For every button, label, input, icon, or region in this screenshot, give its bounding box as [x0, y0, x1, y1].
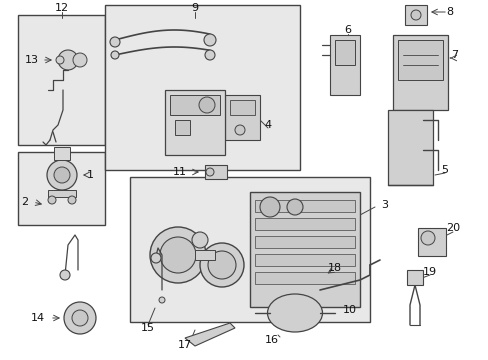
Bar	[334, 40, 354, 65]
Bar	[175, 120, 190, 135]
Polygon shape	[105, 5, 299, 170]
Bar	[48, 190, 76, 197]
Circle shape	[151, 253, 161, 263]
Bar	[54, 147, 70, 160]
Circle shape	[47, 160, 77, 190]
Bar	[404, 5, 426, 25]
Circle shape	[56, 56, 64, 64]
Text: 18: 18	[327, 263, 342, 273]
Bar	[170, 95, 220, 115]
Bar	[195, 250, 215, 260]
Bar	[254, 254, 354, 266]
Bar	[204, 165, 226, 179]
Text: 19: 19	[422, 267, 436, 277]
Bar	[18, 152, 105, 225]
Text: 7: 7	[450, 50, 458, 60]
Bar	[224, 95, 260, 140]
Bar	[387, 110, 432, 185]
Circle shape	[111, 51, 119, 59]
Text: 2: 2	[21, 197, 28, 207]
Circle shape	[199, 97, 215, 113]
Circle shape	[159, 297, 164, 303]
Bar	[164, 90, 224, 155]
Bar	[254, 272, 354, 284]
Polygon shape	[184, 323, 235, 346]
Ellipse shape	[267, 294, 322, 332]
Circle shape	[420, 231, 434, 245]
Bar	[406, 270, 422, 285]
Circle shape	[73, 53, 87, 67]
Text: 6: 6	[344, 25, 351, 35]
Text: 8: 8	[446, 7, 453, 17]
Circle shape	[260, 197, 280, 217]
Text: 14: 14	[31, 313, 45, 323]
Text: 17: 17	[178, 340, 192, 350]
Bar	[329, 35, 359, 95]
Circle shape	[192, 232, 207, 248]
Circle shape	[204, 50, 215, 60]
Circle shape	[54, 167, 70, 183]
Bar	[254, 200, 354, 212]
Circle shape	[410, 10, 420, 20]
Text: 4: 4	[264, 120, 271, 130]
Circle shape	[60, 270, 70, 280]
Bar	[18, 15, 105, 145]
Bar	[254, 218, 354, 230]
Circle shape	[203, 34, 216, 46]
Text: 12: 12	[55, 3, 69, 13]
Bar	[249, 192, 359, 307]
Bar	[417, 228, 445, 256]
Bar	[392, 35, 447, 110]
Circle shape	[68, 196, 76, 204]
Text: 3: 3	[381, 200, 387, 210]
Circle shape	[200, 243, 244, 287]
Circle shape	[58, 50, 78, 70]
Text: 9: 9	[191, 3, 198, 13]
Circle shape	[286, 199, 303, 215]
Text: 15: 15	[141, 323, 155, 333]
Circle shape	[48, 196, 56, 204]
Circle shape	[205, 168, 214, 176]
Circle shape	[72, 310, 88, 326]
Bar	[254, 236, 354, 248]
Text: 13: 13	[25, 55, 39, 65]
Circle shape	[150, 227, 205, 283]
Text: 5: 5	[441, 165, 447, 175]
Text: 1: 1	[86, 170, 93, 180]
Circle shape	[160, 237, 196, 273]
Text: 20: 20	[445, 223, 459, 233]
Text: 10: 10	[342, 305, 356, 315]
Text: 11: 11	[173, 167, 186, 177]
Polygon shape	[130, 177, 369, 322]
Bar	[397, 40, 442, 80]
Circle shape	[235, 125, 244, 135]
Circle shape	[207, 251, 236, 279]
Text: 16: 16	[264, 335, 279, 345]
Bar	[229, 100, 254, 115]
Circle shape	[110, 37, 120, 47]
Circle shape	[64, 302, 96, 334]
